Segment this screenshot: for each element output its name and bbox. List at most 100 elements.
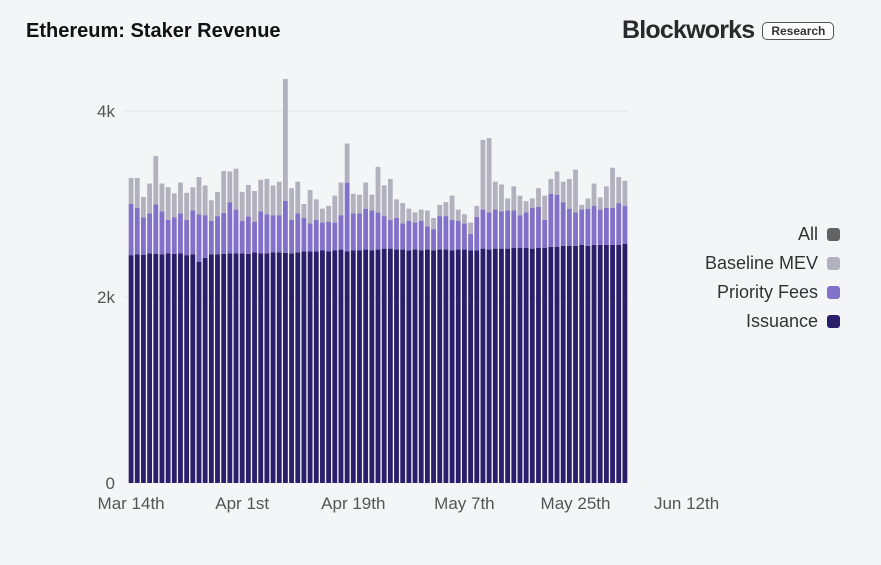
bar-segment [585, 245, 591, 483]
bar-segment [523, 247, 529, 483]
bar-segment [603, 186, 609, 208]
bar-segment [320, 250, 325, 483]
bar-segment [221, 212, 227, 254]
bar-segment [134, 254, 140, 483]
legend-item-all[interactable]: All [640, 220, 840, 249]
bar-segment [449, 219, 455, 251]
bar-segment [517, 215, 523, 248]
bar-segment [394, 217, 399, 250]
bar-segment [196, 261, 202, 483]
bar-segment [153, 156, 159, 205]
bar-segment [128, 204, 134, 256]
legend: All Baseline MEV Priority Fees Issuance [640, 220, 840, 336]
bar-segment [245, 184, 251, 217]
bar-segment [517, 247, 523, 483]
legend-item-priority-fees[interactable]: Priority Fees [640, 278, 840, 307]
bar-segment [573, 245, 578, 483]
bar-segment [468, 233, 473, 251]
bar-segment [616, 203, 622, 245]
bar-segment [424, 226, 430, 250]
bar-segment [400, 249, 406, 483]
bar-segment [171, 217, 177, 254]
bar-segment [338, 249, 344, 483]
bar-segment [313, 219, 319, 252]
bar-segment [227, 202, 233, 254]
bar-segment [264, 178, 270, 215]
bar-segment [147, 253, 153, 483]
bar-segment [190, 254, 196, 483]
bar-segment [591, 205, 597, 245]
bar-segment [566, 208, 572, 246]
bar-segment [381, 185, 387, 217]
bar-segment [283, 78, 288, 201]
y-tick-label: 4k [97, 102, 115, 121]
legend-item-issuance[interactable]: Issuance [640, 307, 840, 336]
bar-segment [320, 208, 325, 223]
bar-segment [554, 171, 560, 195]
bar-segment [202, 215, 208, 258]
bar-segment [548, 193, 554, 247]
bar-segment [227, 253, 233, 483]
bar-segment [264, 214, 270, 254]
bar-segment [622, 205, 628, 244]
bar-segment [233, 209, 239, 254]
bar-segment [276, 252, 282, 483]
bar-segment [400, 223, 406, 250]
bar-segment [579, 209, 585, 245]
bar-segment [295, 252, 301, 483]
bar-segment [184, 192, 190, 220]
bar-segment [381, 248, 387, 483]
bar-segment [283, 252, 288, 483]
bar-segment [258, 179, 264, 212]
bar-segment [252, 221, 257, 253]
legend-item-baseline-mev[interactable]: Baseline MEV [640, 249, 840, 278]
bar-segment [597, 209, 603, 245]
bar-segment [141, 254, 146, 483]
bar-segment [499, 184, 504, 212]
bar-segment [566, 245, 572, 483]
legend-swatch [827, 315, 840, 328]
bar-segment [431, 217, 436, 230]
bar-segment [597, 197, 603, 210]
bar-segment [369, 194, 375, 211]
bar-segment [394, 249, 399, 483]
bar-segment [523, 212, 529, 248]
bar-segment [276, 215, 282, 253]
bar-segment [387, 248, 393, 483]
bar-segment [344, 251, 350, 483]
bar-segment [499, 211, 504, 249]
bar-segment [412, 249, 418, 483]
bar-segment [178, 213, 183, 254]
bar-segment [375, 166, 381, 213]
bar-segment [585, 208, 591, 246]
bar-segment [153, 204, 159, 254]
bar-segment [252, 190, 257, 222]
bar-segment [536, 247, 541, 483]
bar-segment [289, 253, 294, 483]
bar-segment [202, 257, 208, 483]
bar-segment [313, 251, 319, 483]
bar-segment [480, 209, 486, 249]
bar-segment [326, 221, 332, 252]
bar-segment [529, 248, 535, 483]
bar-segment [239, 220, 245, 254]
bar-segment [369, 250, 375, 483]
bar-segment [363, 249, 369, 483]
x-tick-label: Apr 19th [321, 494, 385, 513]
bar-segment [591, 183, 597, 206]
bar-segment [542, 247, 548, 483]
bar-segment [258, 253, 264, 483]
bar-segment [270, 185, 276, 216]
bar-segment [517, 195, 523, 216]
bar-segment [196, 214, 202, 262]
bar-segment [412, 212, 418, 223]
bar-segment [357, 250, 362, 483]
bar-segment [239, 253, 245, 483]
bar-segment [128, 255, 134, 483]
bar-segment [141, 217, 146, 255]
legend-label: Baseline MEV [704, 253, 818, 273]
bar-segment [252, 252, 257, 483]
research-badge: Research [762, 21, 835, 40]
bar-segment [344, 143, 350, 183]
bar-segment [579, 204, 585, 210]
